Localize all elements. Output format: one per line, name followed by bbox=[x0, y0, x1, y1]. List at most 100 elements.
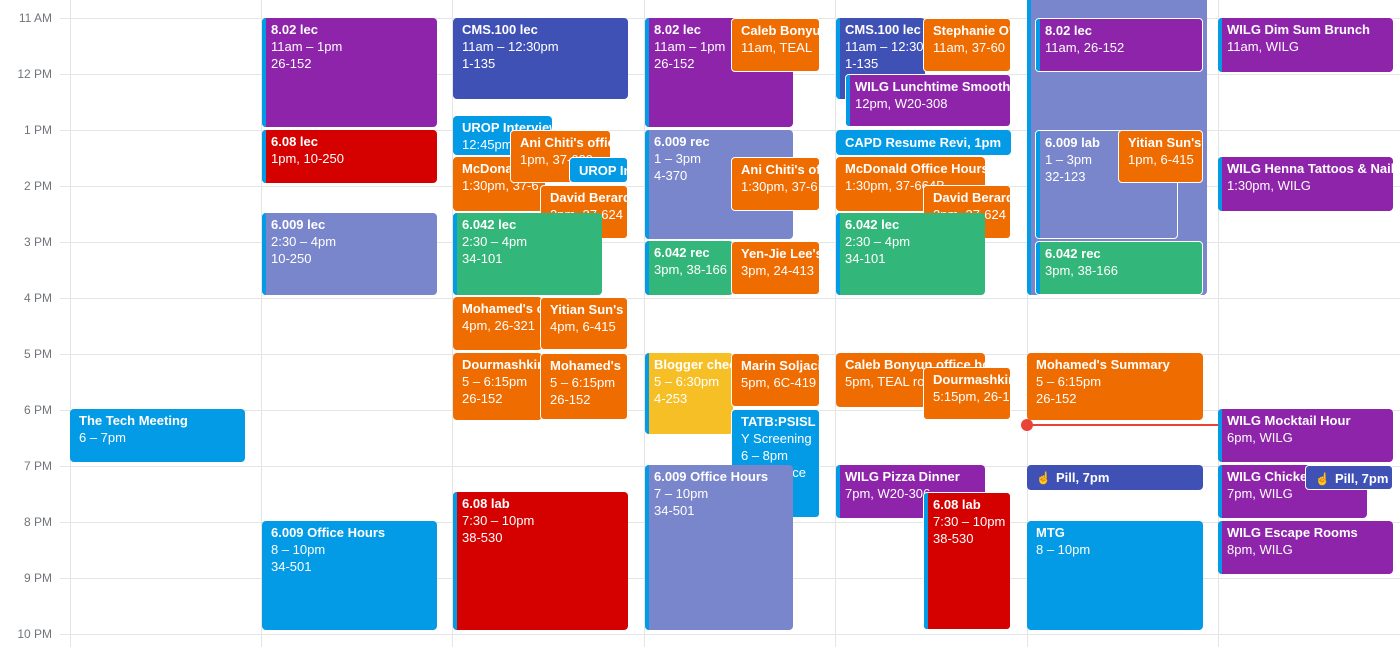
calendar-color-stripe bbox=[645, 353, 649, 434]
event-detail: 5 – 6:30pm bbox=[654, 374, 720, 389]
event-detail: 5pm, TEAL room bbox=[845, 374, 943, 389]
event-mtg[interactable]: MTG 8 – 10pm bbox=[1027, 521, 1203, 630]
event-6-08-lec[interactable]: 6.08 lec 1pm, 10-250 bbox=[262, 130, 437, 183]
event-title-row: WILG Pizza Dinner bbox=[845, 468, 979, 485]
event-cms-100-lec[interactable]: CMS.100 lec 11am – 12:30pm 1-135 bbox=[453, 18, 628, 99]
event-6-042-rec[interactable]: 6.042 rec 3pm, 38-166 bbox=[645, 241, 733, 295]
event-capd-resume-revi-1pm[interactable]: CAPD Resume Revi, 1pm bbox=[836, 130, 1011, 155]
event-title-row: Blogger check bbox=[654, 356, 733, 373]
event-title: 6.009 lab bbox=[1045, 135, 1100, 150]
day-divider bbox=[835, 0, 836, 647]
event-wilg-dim-sum-brunch[interactable]: WILG Dim Sum Brunch 11am, WILG bbox=[1218, 18, 1393, 72]
event-title-row: WILG Lunchtime Smoothies bbox=[855, 78, 1010, 95]
event-detail: 38-530 bbox=[933, 531, 974, 546]
event-mohamed-s[interactable]: Mohamed's 5 – 6:15pm 26-152 bbox=[540, 353, 628, 420]
event-6-042-rec[interactable]: 6.042 rec 3pm, 38-166 bbox=[1035, 241, 1203, 295]
event-mohamed-s-office[interactable]: Mohamed's office 4pm, 26-321 bbox=[453, 297, 542, 350]
event-title: WILG Chicken bbox=[1227, 469, 1316, 484]
event-wilg-pizza-dinner[interactable]: WILG Pizza Dinner 7pm, W20-306 bbox=[836, 465, 985, 518]
event-yitian-sun-s[interactable]: Yitian Sun's 1pm, 6-415 bbox=[1118, 130, 1203, 183]
event-title: MTG bbox=[1036, 525, 1065, 540]
event-title-row: TATB:PSISL bbox=[741, 413, 816, 430]
event-wilg-chicken[interactable]: WILG Chicken 7pm, WILG bbox=[1218, 465, 1367, 518]
event-title: WILG Mocktail Hour bbox=[1227, 413, 1351, 428]
event-dourmashkin[interactable]: Dourmashkin 5:15pm, 26-152 bbox=[923, 367, 1011, 420]
event-title: 6.009 Office Hours bbox=[654, 469, 769, 484]
event-title: 6.042 rec bbox=[654, 245, 710, 260]
event-title-row: 6.009 Office Hours bbox=[654, 468, 787, 485]
event-detail: 5 – 6:15pm bbox=[1036, 374, 1102, 389]
event-title: Mohamed's bbox=[550, 358, 621, 373]
event-ani-chiti-s-office[interactable]: Ani Chiti's office 1:30pm, 37-6 bbox=[731, 157, 820, 211]
event-wilg-mocktail-hour[interactable]: WILG Mocktail Hour 6pm, WILG bbox=[1218, 409, 1393, 462]
event-8-02-lec[interactable]: 8.02 lec 11am, 26-152 bbox=[1035, 18, 1203, 72]
event-title-row: Mohamed's office bbox=[462, 300, 542, 317]
calendar-color-stripe bbox=[453, 213, 457, 295]
hour-label: 1 PM bbox=[23, 123, 52, 137]
event-6-009-rec[interactable]: 6.009 rec 1 – 3pm 4-370 bbox=[645, 130, 793, 239]
event-title-row: 6.042 lec bbox=[845, 216, 979, 233]
event-title: Pill, 7pm bbox=[1334, 471, 1389, 486]
event-title: David Berard bbox=[933, 190, 1011, 205]
event-detail: 4pm, 26-321 bbox=[462, 318, 535, 333]
event-detail: 10-250 bbox=[271, 251, 312, 266]
event-title-row: 8.02 lec bbox=[1045, 22, 1196, 39]
calendar-color-stripe bbox=[645, 241, 649, 295]
hour-label: 7 PM bbox=[23, 459, 52, 473]
event-detail: 12pm, W20-308 bbox=[855, 96, 948, 111]
event-detail: 26-152 bbox=[654, 56, 695, 71]
calendar-color-stripe bbox=[1036, 19, 1040, 71]
event-blogger-check[interactable]: Blogger check 5 – 6:30pm 4-253 bbox=[645, 353, 733, 434]
event-6-042-lec[interactable]: 6.042 lec 2:30 – 4pm 34-101 bbox=[836, 213, 985, 295]
event-title: Dourmashkin bbox=[933, 372, 1011, 387]
event-6-009-office-hours[interactable]: 6.009 Office Hours 8 – 10pm 34-501 bbox=[262, 521, 437, 630]
event-mcdonald-office-hours[interactable]: McDonald Office Hours 1:30pm, 37-664B bbox=[836, 157, 985, 211]
event-mohamed-s-summary[interactable]: Mohamed's Summary 5 – 6:15pm 26-152 bbox=[1027, 353, 1203, 420]
event-urop-in[interactable]: UROP In bbox=[569, 157, 628, 183]
event-title-row: CMS.100 lec bbox=[845, 21, 921, 38]
event-6-009-office-hours[interactable]: 6.009 Office Hours 7 – 10pm 34-501 bbox=[645, 465, 793, 630]
event-6-042-lec[interactable]: 6.042 lec 2:30 – 4pm 34-101 bbox=[453, 213, 602, 295]
event-detail: 34-101 bbox=[845, 251, 886, 266]
event-6-009-lec[interactable]: 6.009 lec 2:30 – 4pm 10-250 bbox=[262, 213, 437, 295]
event-dourmashkin[interactable]: Dourmashkin 5 – 6:15pm 26-152 bbox=[453, 353, 542, 420]
event-yen-jie-lee-s[interactable]: Yen-Jie Lee's 3pm, 24-413 bbox=[731, 241, 820, 295]
event-title-row: WILG Chicken bbox=[1227, 468, 1361, 485]
event-wilg-lunchtime-smoothies[interactable]: WILG Lunchtime Smoothies 12pm, W20-308 bbox=[845, 74, 1011, 127]
event-marin-soljacic[interactable]: Marin Soljacic 5pm, 6C-419 bbox=[731, 353, 820, 407]
hour-label: 10 PM bbox=[17, 627, 52, 641]
event-pill-7pm[interactable]: ☝ Pill, 7pm bbox=[1027, 465, 1203, 490]
calendar-color-stripe bbox=[1036, 242, 1040, 294]
event-stephanie-o[interactable]: Stephanie O' 11am, 37-60 bbox=[923, 18, 1011, 72]
hour-gridline bbox=[60, 298, 1400, 299]
event-detail: 7pm, W20-306 bbox=[845, 486, 931, 501]
event-title-row: WILG Mocktail Hour bbox=[1227, 412, 1387, 429]
event-6-08-lab[interactable]: 6.08 lab 7:30 – 10pm 38-530 bbox=[923, 492, 1011, 630]
event-8-02-lec[interactable]: 8.02 lec 11am – 1pm 26-152 bbox=[262, 18, 437, 127]
event-detail: 34-101 bbox=[462, 251, 503, 266]
event-detail: 3pm, 24-413 bbox=[741, 263, 814, 278]
event-title-row: David Berard bbox=[933, 189, 1010, 206]
event-caleb-bonyun[interactable]: Caleb Bonyun 11am, TEAL bbox=[731, 18, 820, 72]
event-title: CMS.100 lec bbox=[845, 22, 921, 37]
event-title-row: Ani Chiti's office bbox=[520, 134, 610, 151]
event-the-tech-meeting[interactable]: The Tech Meeting 6 – 7pm bbox=[70, 409, 245, 462]
calendar-color-stripe bbox=[645, 18, 649, 127]
event-title-row: MTG bbox=[1036, 524, 1197, 541]
calendar-color-stripe bbox=[1218, 18, 1222, 72]
hour-label: 5 PM bbox=[23, 347, 52, 361]
day-divider bbox=[70, 0, 71, 647]
event-wilg-henna-tattoos-nails[interactable]: WILG Henna Tattoos & Nails 1:30pm, WILG bbox=[1218, 157, 1393, 211]
event-6-08-lab[interactable]: 6.08 lab 7:30 – 10pm 38-530 bbox=[453, 492, 628, 630]
event-pill-7pm[interactable]: ☝ Pill, 7pm bbox=[1305, 465, 1393, 490]
event-detail: 32-123 bbox=[1045, 169, 1086, 184]
calendar-color-stripe bbox=[846, 75, 850, 126]
hour-label: 12 PM bbox=[17, 67, 52, 81]
event-title-row: Mohamed's Summary bbox=[1036, 356, 1197, 373]
event-title: 8.02 lec bbox=[1045, 23, 1092, 38]
event-wilg-escape-rooms[interactable]: WILG Escape Rooms 8pm, WILG bbox=[1218, 521, 1393, 574]
event-yitian-sun-s-office[interactable]: Yitian Sun's office 4pm, 6-415 bbox=[540, 297, 628, 350]
event-title-row: CAPD Resume Revi, 1pm bbox=[845, 134, 1005, 151]
event-detail: 34-501 bbox=[654, 503, 695, 518]
calendar-color-stripe bbox=[1218, 409, 1222, 462]
